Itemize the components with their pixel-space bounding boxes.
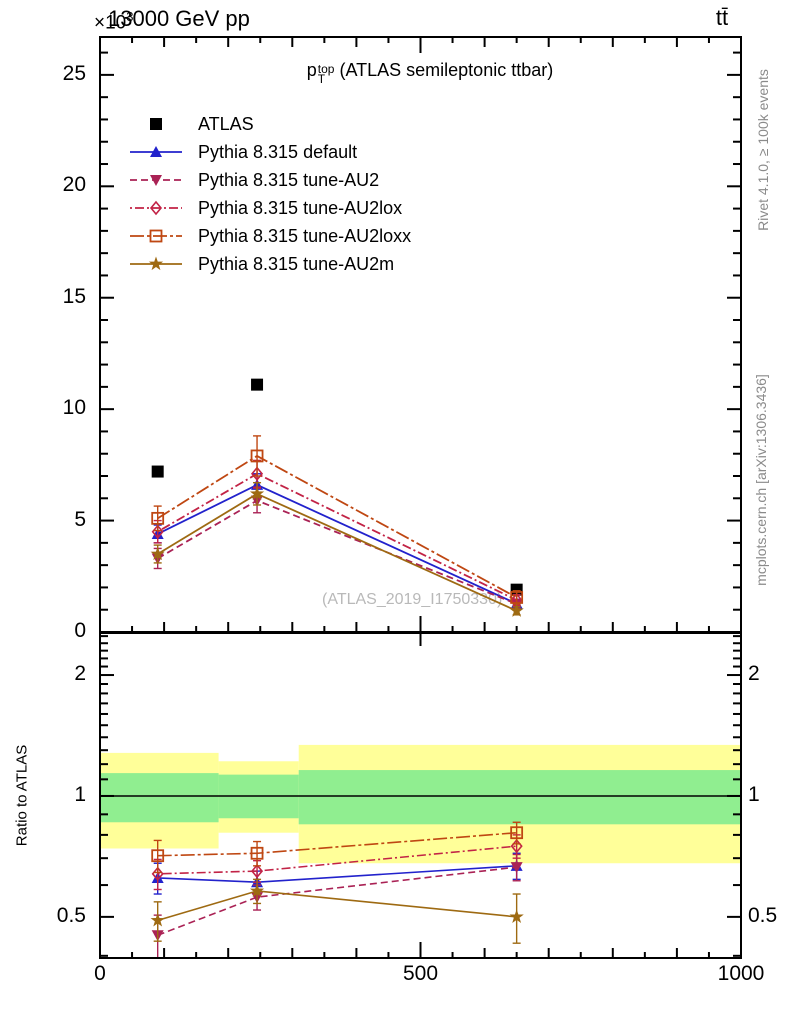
legend-item: Pythia 8.315 default	[128, 138, 411, 166]
x-tick-label: 1000	[717, 962, 765, 985]
legend-marker-square-filled	[150, 118, 162, 130]
marker-square-filled	[151, 465, 164, 478]
series-line	[157, 492, 518, 612]
y-axis-exponent: ×103	[94, 9, 133, 34]
main-y-tick-label: 5	[74, 507, 86, 531]
x-tick-label: 500	[402, 962, 439, 985]
marker-square-open	[510, 826, 524, 840]
ratio-y-tick-label-right: 1	[748, 782, 760, 806]
main-y-tick-label: 15	[62, 284, 86, 308]
observable-subscript: T	[317, 72, 326, 86]
legend-item: ATLAS	[128, 110, 411, 138]
legend-item: Pythia 8.315 tune-AU2m	[128, 250, 411, 278]
legend-marker-triangle-up	[130, 146, 182, 157]
ratio-y-tick-label-left: 1	[74, 782, 86, 806]
ratio-y-tick-label-right: 0.5	[748, 903, 778, 927]
rivet-version-label: Rivet 4.1.0, ≥ 100k events	[755, 69, 771, 231]
main-y-tick-label: 0	[74, 619, 86, 642]
legend: ATLAS Pythia 8.315 default Pythia 8.315 tu…	[128, 110, 411, 278]
legend-marker-star	[130, 256, 182, 271]
marker-star	[249, 486, 265, 500]
beam-energy-title: 13000 GeV pp	[108, 6, 250, 31]
watermark: (ATLAS_2019_I1750330)	[322, 591, 503, 608]
marker-star	[148, 256, 164, 271]
series-line	[157, 454, 518, 599]
process-label: tt̄	[715, 5, 729, 30]
marker-square-filled	[150, 118, 162, 130]
ratio-series-line	[157, 890, 517, 922]
marker-triangle-down	[150, 175, 162, 186]
ratio-axis-label: Ratio to ATLAS	[13, 744, 31, 847]
series-line	[157, 499, 517, 605]
legend-item: Pythia 8.315 tune-AU2lox	[128, 194, 411, 222]
marker-square-filled	[251, 378, 264, 391]
legend-marker-triangle-down	[130, 175, 182, 186]
legend-marker-square-open	[130, 229, 182, 243]
marker-star	[150, 546, 165, 561]
mcplots-credit-label: mcplots.cern.ch [arXiv:1306.3436]	[753, 374, 769, 586]
marker-square-open	[250, 449, 264, 463]
marker-square-open	[250, 846, 264, 860]
marker-square-open	[149, 229, 163, 243]
marker-triangle-up	[150, 146, 162, 157]
main-y-tick-label: 10	[62, 396, 86, 420]
ratio-y-tick-label-left: 0.5	[56, 903, 86, 927]
legend-marker-diamond-open	[130, 200, 182, 216]
exponent-power: 3	[126, 9, 134, 24]
x-tick-label: 0	[94, 962, 106, 985]
marker-star	[509, 603, 524, 617]
marker-star	[150, 912, 165, 927]
exponent-base: ×10	[94, 12, 127, 34]
marker-star	[509, 909, 524, 923]
observable-symbol: p	[306, 60, 317, 80]
legend-label: Pythia 8.315 default	[198, 141, 358, 162]
observable-superscript: top	[317, 62, 335, 77]
marker-square-open	[151, 849, 165, 863]
marker-square-open	[510, 591, 524, 604]
observable-title: p top T (ATLAS semileptonic ttbar)	[230, 60, 630, 85]
legend-label: Pythia 8.315 tune-AU2loxx	[198, 225, 412, 246]
ratio-y-tick-label-left: 2	[74, 662, 86, 686]
marker-star	[249, 883, 265, 898]
marker-triangle-down	[510, 862, 523, 874]
main-y-tick-label: 25	[62, 61, 86, 85]
ratio-series-line	[157, 866, 517, 937]
uncertainty-band-inner	[100, 773, 219, 823]
legend-label: Pythia 8.315 tune-AU2m	[198, 253, 395, 274]
marker-diamond-open	[151, 524, 164, 539]
observable-sub-sup: top T	[317, 62, 335, 86]
marker-diamond-open	[251, 863, 264, 879]
legend-item: Pythia 8.315 tune-AU2loxx	[128, 222, 411, 250]
main-y-tick-label: 20	[62, 173, 86, 197]
legend-label: Pythia 8.315 tune-AU2	[198, 169, 380, 190]
legend-label: Pythia 8.315 tune-AU2lox	[198, 197, 403, 218]
uncertainty-band-inner	[298, 770, 741, 825]
ratio-y-tick-label-right: 2	[748, 662, 760, 686]
legend-item: Pythia 8.315 tune-AU2	[128, 166, 411, 194]
marker-diamond-open	[149, 200, 163, 216]
marker-square-open	[151, 511, 165, 525]
observable-description: (ATLAS semileptonic ttbar)	[339, 60, 554, 80]
marker-diamond-open	[251, 466, 264, 482]
legend-label: ATLAS	[198, 113, 254, 134]
series-line	[157, 472, 518, 601]
ratio-series-line	[157, 845, 517, 875]
